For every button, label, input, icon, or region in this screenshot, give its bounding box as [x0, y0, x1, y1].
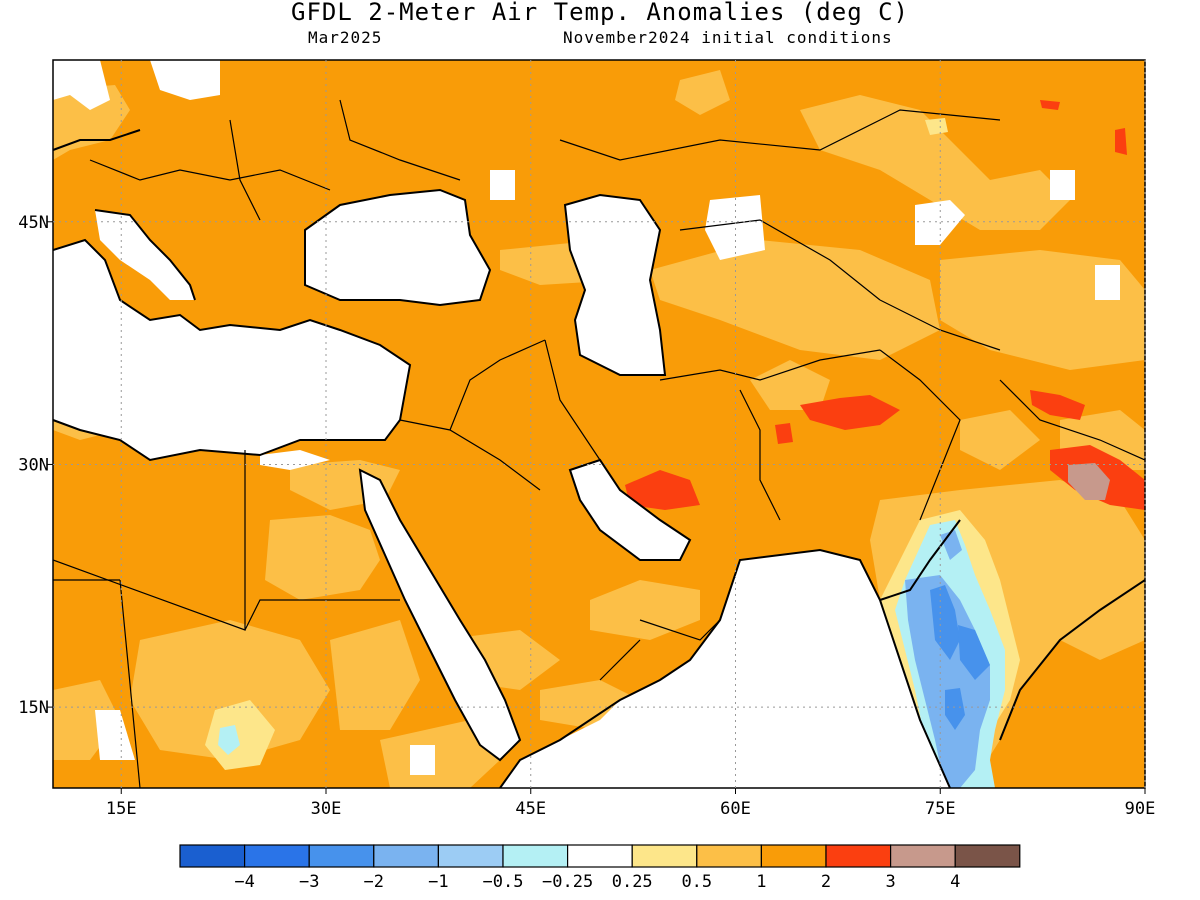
colorbar-swatch — [566, 844, 633, 868]
colorbar-label: −0.25 — [542, 872, 593, 892]
anomaly-field — [53, 60, 1145, 788]
lat-tick-label: 45N — [18, 213, 49, 233]
lat-tick-label: 30N — [18, 455, 49, 475]
map-frame — [52, 59, 1146, 789]
lon-tick-label: 15E — [106, 799, 137, 819]
init-conditions-label: November2024 initial conditions — [563, 28, 893, 47]
colorbar-label: −1 — [428, 872, 448, 892]
colorbar-label: 2 — [821, 872, 831, 892]
lon-tick-label: 45E — [515, 799, 546, 819]
colorbar-label: −0.5 — [483, 872, 524, 892]
lon-tick-label: 30E — [311, 799, 342, 819]
colorbar-swatch — [373, 844, 439, 868]
lon-tick-label: 60E — [720, 799, 751, 819]
colorbar-swatch — [696, 844, 762, 868]
valid-month-label: Mar2025 — [308, 28, 383, 47]
colorbar-swatch — [437, 844, 504, 868]
map-gridlines — [53, 60, 1146, 788]
lon-tick-label: 75E — [925, 799, 956, 819]
colorbar-swatch — [179, 844, 246, 868]
colorbar: −4 −3 −2 −1 −0.5 −0.25 0.25 0.5 1 2 3 4 — [179, 844, 1021, 892]
colorbar-swatch — [954, 844, 1021, 868]
colorbar-label: 1 — [756, 872, 766, 892]
anomaly-fill-neg1-to-neg2 — [930, 585, 990, 730]
country-borders — [53, 99, 1145, 788]
colorbar-label: −2 — [364, 872, 384, 892]
colorbar-swatch — [889, 844, 956, 868]
colorbar-swatch — [631, 844, 698, 868]
colorbar-label: 0.25 — [612, 872, 653, 892]
colorbar-label: 4 — [950, 872, 960, 892]
colorbar-swatch — [308, 844, 375, 868]
colorbar-swatch — [244, 844, 310, 868]
colorbar-label: 3 — [885, 872, 895, 892]
lon-tick-label: 90E — [1125, 799, 1156, 819]
colorbar-swatch — [760, 844, 827, 868]
lat-tick-label: 15N — [18, 698, 49, 718]
anomaly-fill-3-to-4 — [1068, 463, 1110, 500]
colorbar-swatch — [502, 844, 569, 868]
colorbar-label: 0.5 — [681, 872, 712, 892]
colorbar-swatch — [825, 844, 892, 868]
map-axis-ticks: 15E 30E 45E 60E 75E 90E 45N 30N 15N — [18, 213, 1155, 819]
colorbar-label: −4 — [234, 872, 254, 892]
anomaly-fill-neutral-water — [53, 60, 1120, 788]
chart-title: GFDL 2-Meter Air Temp. Anomalies (deg C) — [291, 0, 909, 26]
colorbar-label: −3 — [299, 872, 319, 892]
